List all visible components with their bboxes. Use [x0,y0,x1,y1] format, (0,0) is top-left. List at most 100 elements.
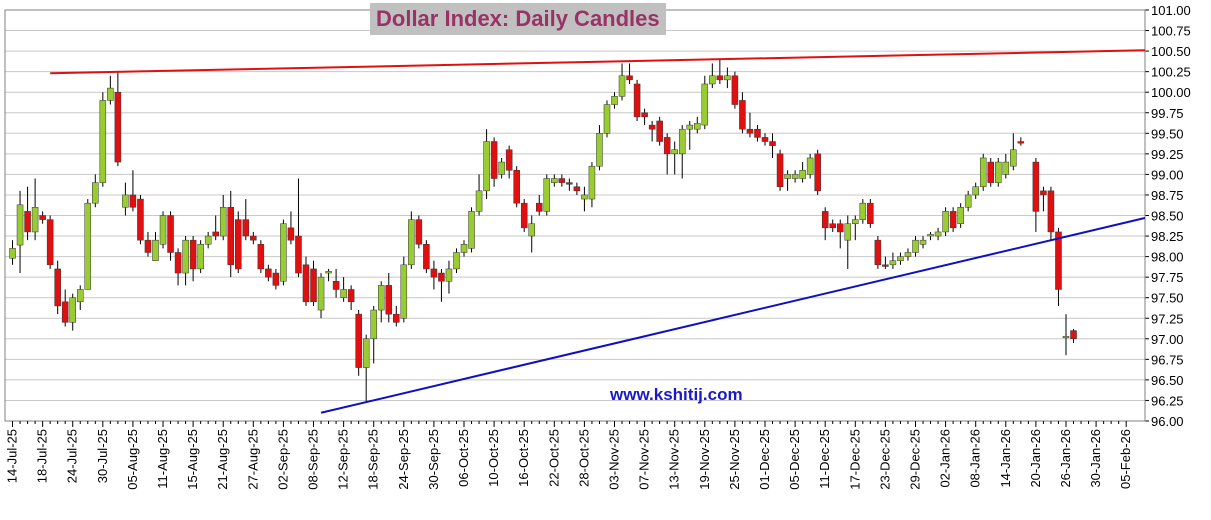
watermark: www.kshitij.com [610,385,743,404]
candle-body [498,161,505,175]
y-tick-label: 97.00 [1151,332,1184,347]
candle-body [694,123,701,130]
candle-body [182,239,189,274]
candle-body [1017,141,1025,144]
x-tick-label: 12-Sep-25 [336,429,351,490]
candle-body [656,120,663,142]
candle-body [265,268,272,278]
candle-body [295,235,302,274]
candle-body [1062,336,1070,339]
candle-body [24,211,31,233]
candle-body [799,170,806,179]
y-tick-label: 99.75 [1151,106,1184,121]
candle-body [362,338,370,368]
candle-body [761,137,769,142]
candle-body [776,153,784,187]
candle-body [543,178,551,212]
x-tick-label: 02-Sep-25 [275,429,290,490]
candle-body [844,223,852,241]
x-tick-label: 21-Aug-25 [215,429,230,490]
candle-body [430,268,438,278]
x-tick-label: 18-Jul-25 [35,429,50,483]
candle-body [942,211,949,233]
candle-body [889,260,897,266]
y-tick-label: 99.25 [1151,147,1184,162]
y-tick-label: 96.25 [1151,393,1184,408]
candle-body [1055,231,1062,290]
candle-body [829,223,836,229]
candle-body [174,252,182,274]
candle-body [904,252,912,257]
candle-body [61,301,69,323]
x-tick-label: 24-Sep-25 [396,429,411,490]
candle-body [520,202,528,229]
candle-body [1040,190,1047,196]
candle-body [949,211,957,229]
candle-body [806,157,814,175]
y-tick-label: 97.75 [1151,270,1184,285]
candle-body [114,91,122,163]
candle-body [1070,330,1077,340]
candle-body [588,165,596,200]
x-tick-label: 27-Aug-25 [245,429,260,490]
candle-body [724,75,731,81]
candle-body [39,215,46,220]
x-tick-label: 05-Aug-25 [125,429,140,490]
candle-body [927,234,934,237]
x-tick-label: 26-Jan-26 [1058,429,1073,488]
candle-body [934,231,942,237]
candle-body [385,285,393,315]
candle-body [897,256,904,261]
candle-body [535,202,543,212]
y-tick-label: 97.50 [1151,291,1184,306]
candle-body [197,244,204,270]
trend-line [50,49,1146,75]
x-tick-label: 25-Nov-25 [727,429,742,490]
candle-body [475,190,483,212]
candle-body [159,215,167,245]
candle-body [957,207,964,224]
candle-body [611,96,618,105]
candle-body [242,219,250,237]
candle-body [716,75,724,81]
x-tick-label: 30-Jul-25 [95,429,110,483]
candle-body [859,202,867,220]
candle-body [919,239,927,245]
candle-body [445,268,453,282]
candle-body [189,239,197,270]
candle-body [505,149,513,171]
candle-body [107,87,114,101]
candle-body [31,207,39,233]
candle-body [408,219,415,266]
candle-body [784,174,791,179]
candle-body [370,309,377,340]
candle-body [754,128,761,138]
x-tick-label: 06-Oct-25 [456,429,471,487]
trend-line [320,216,1146,414]
candle-body [551,178,558,183]
candle-body [400,264,408,319]
candle-body [709,75,716,85]
candle-body [152,239,159,261]
candle-body [641,112,648,118]
candle-body [618,75,626,97]
candle-body [355,313,362,368]
candle-body [573,186,581,192]
candle-body [912,239,919,253]
candle-body [882,264,889,267]
y-tick-label: 97.25 [1151,311,1184,326]
candle-body [987,161,995,183]
candle-body [852,219,859,224]
x-tick-label: 22-Oct-25 [546,429,561,487]
candle-body [964,194,972,208]
candle-body [235,219,242,270]
x-tick-label: 18-Sep-25 [366,429,381,490]
y-tick-label: 99.50 [1151,126,1184,141]
candle-body [453,252,460,270]
candle-body [972,186,979,196]
candle-body [76,289,84,303]
x-tick-label: 17-Dec-25 [847,429,862,490]
y-tick-label: 98.75 [1151,188,1184,203]
candle-body [814,153,821,192]
